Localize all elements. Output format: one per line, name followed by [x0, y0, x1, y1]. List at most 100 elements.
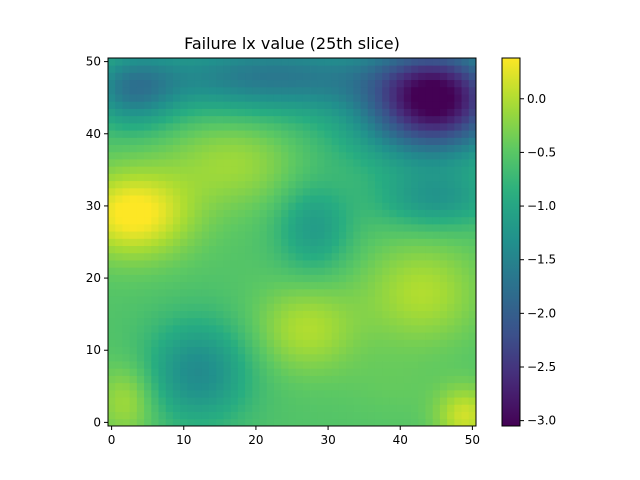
heatmap-cell — [187, 202, 195, 210]
heatmap-cell — [439, 260, 448, 268]
heatmap-cell — [266, 58, 275, 66]
heatmap-cell — [209, 202, 217, 210]
heatmap-cell — [266, 108, 275, 117]
heatmap-cell — [252, 375, 260, 384]
heatmap-cell — [324, 166, 333, 174]
heatmap-cell — [310, 303, 318, 311]
heatmap-cell — [230, 274, 239, 283]
heatmap-cell — [346, 108, 354, 117]
heatmap-cell — [346, 339, 354, 348]
heatmap-cell — [144, 397, 152, 405]
heatmap-cell — [180, 159, 188, 167]
heatmap-cell — [411, 375, 419, 384]
heatmap-cell — [115, 389, 123, 398]
heatmap-cell — [411, 223, 419, 232]
heatmap-cell — [367, 202, 376, 210]
heatmap-cell — [403, 260, 412, 268]
heatmap-cell — [331, 281, 340, 290]
heatmap-cell — [403, 324, 412, 333]
heatmap-cell — [295, 389, 304, 398]
heatmap-cell — [295, 108, 304, 117]
heatmap-cell — [360, 137, 369, 145]
heatmap-cell — [338, 101, 347, 109]
heatmap-cell — [201, 404, 210, 412]
heatmap-cell — [165, 151, 174, 160]
heatmap-cell — [447, 187, 455, 196]
heatmap-cell — [245, 65, 253, 73]
heatmap-cell — [439, 346, 448, 355]
heatmap-cell — [317, 310, 325, 319]
heatmap-cell — [302, 209, 311, 218]
colorbar-tick-label: −1.5 — [527, 253, 556, 267]
heatmap-cell — [281, 187, 289, 196]
heatmap-cell — [425, 101, 434, 109]
heatmap-cell — [439, 144, 448, 153]
heatmap-cell — [165, 231, 174, 239]
heatmap-cell — [468, 86, 477, 95]
heatmap-cell — [108, 101, 116, 109]
heatmap-cell — [346, 368, 354, 376]
heatmap-cell — [389, 159, 398, 167]
heatmap-cell — [144, 296, 152, 304]
heatmap-cell — [454, 72, 462, 81]
heatmap-cell — [201, 115, 210, 124]
heatmap-cell — [411, 310, 419, 319]
heatmap-cell — [187, 137, 195, 145]
heatmap-cell — [273, 122, 282, 131]
heatmap-cell — [338, 303, 347, 311]
heatmap-cell — [223, 144, 232, 153]
heatmap-cell — [454, 231, 462, 239]
heatmap-cell — [403, 79, 412, 88]
heatmap-cell — [411, 353, 419, 362]
heatmap-cell — [353, 58, 361, 66]
heatmap-cell — [209, 173, 217, 182]
heatmap-cell — [288, 310, 297, 319]
heatmap-cell — [468, 216, 477, 225]
heatmap-cell — [201, 94, 210, 102]
heatmap-cell — [454, 288, 462, 297]
heatmap-cell — [439, 238, 448, 247]
heatmap-cell — [331, 58, 340, 66]
heatmap-cell — [447, 115, 455, 124]
heatmap-cell — [461, 122, 470, 131]
heatmap-cell — [180, 151, 188, 160]
heatmap-cell — [180, 130, 188, 138]
heatmap-cell — [411, 238, 419, 247]
heatmap-cell — [194, 101, 203, 109]
heatmap-cell — [259, 382, 268, 391]
heatmap-cell — [216, 361, 224, 369]
heatmap-cell — [194, 115, 203, 124]
heatmap-cell — [447, 274, 455, 283]
heatmap-cell — [201, 303, 210, 311]
heatmap-cell — [295, 223, 304, 232]
heatmap-cell — [216, 58, 224, 66]
heatmap-cell — [389, 296, 398, 304]
heatmap-cell — [151, 310, 159, 319]
heatmap-cell — [180, 187, 188, 196]
heatmap-cell — [180, 317, 188, 326]
heatmap-cell — [461, 216, 470, 225]
heatmap-cell — [346, 58, 354, 66]
heatmap-cell — [151, 151, 159, 160]
heatmap-cell — [209, 267, 217, 275]
heatmap-cell — [144, 180, 152, 189]
heatmap-cell — [403, 65, 412, 73]
heatmap-cell — [266, 79, 275, 88]
heatmap-cell — [396, 375, 405, 384]
heatmap-cell — [245, 202, 253, 210]
heatmap-cell — [432, 382, 441, 391]
heatmap-cell — [266, 137, 275, 145]
heatmap-cell — [432, 137, 441, 145]
heatmap-cell — [389, 397, 398, 405]
heatmap-cell — [223, 397, 232, 405]
heatmap-cell — [129, 173, 138, 182]
heatmap-cell — [346, 223, 354, 232]
heatmap-cell — [165, 245, 174, 254]
heatmap-cell — [209, 209, 217, 218]
heatmap-cell — [115, 339, 123, 348]
heatmap-cell — [151, 267, 159, 275]
heatmap-cell — [230, 58, 239, 66]
heatmap-cell — [237, 332, 246, 340]
heatmap-cell — [295, 238, 304, 247]
heatmap-cell — [144, 303, 152, 311]
